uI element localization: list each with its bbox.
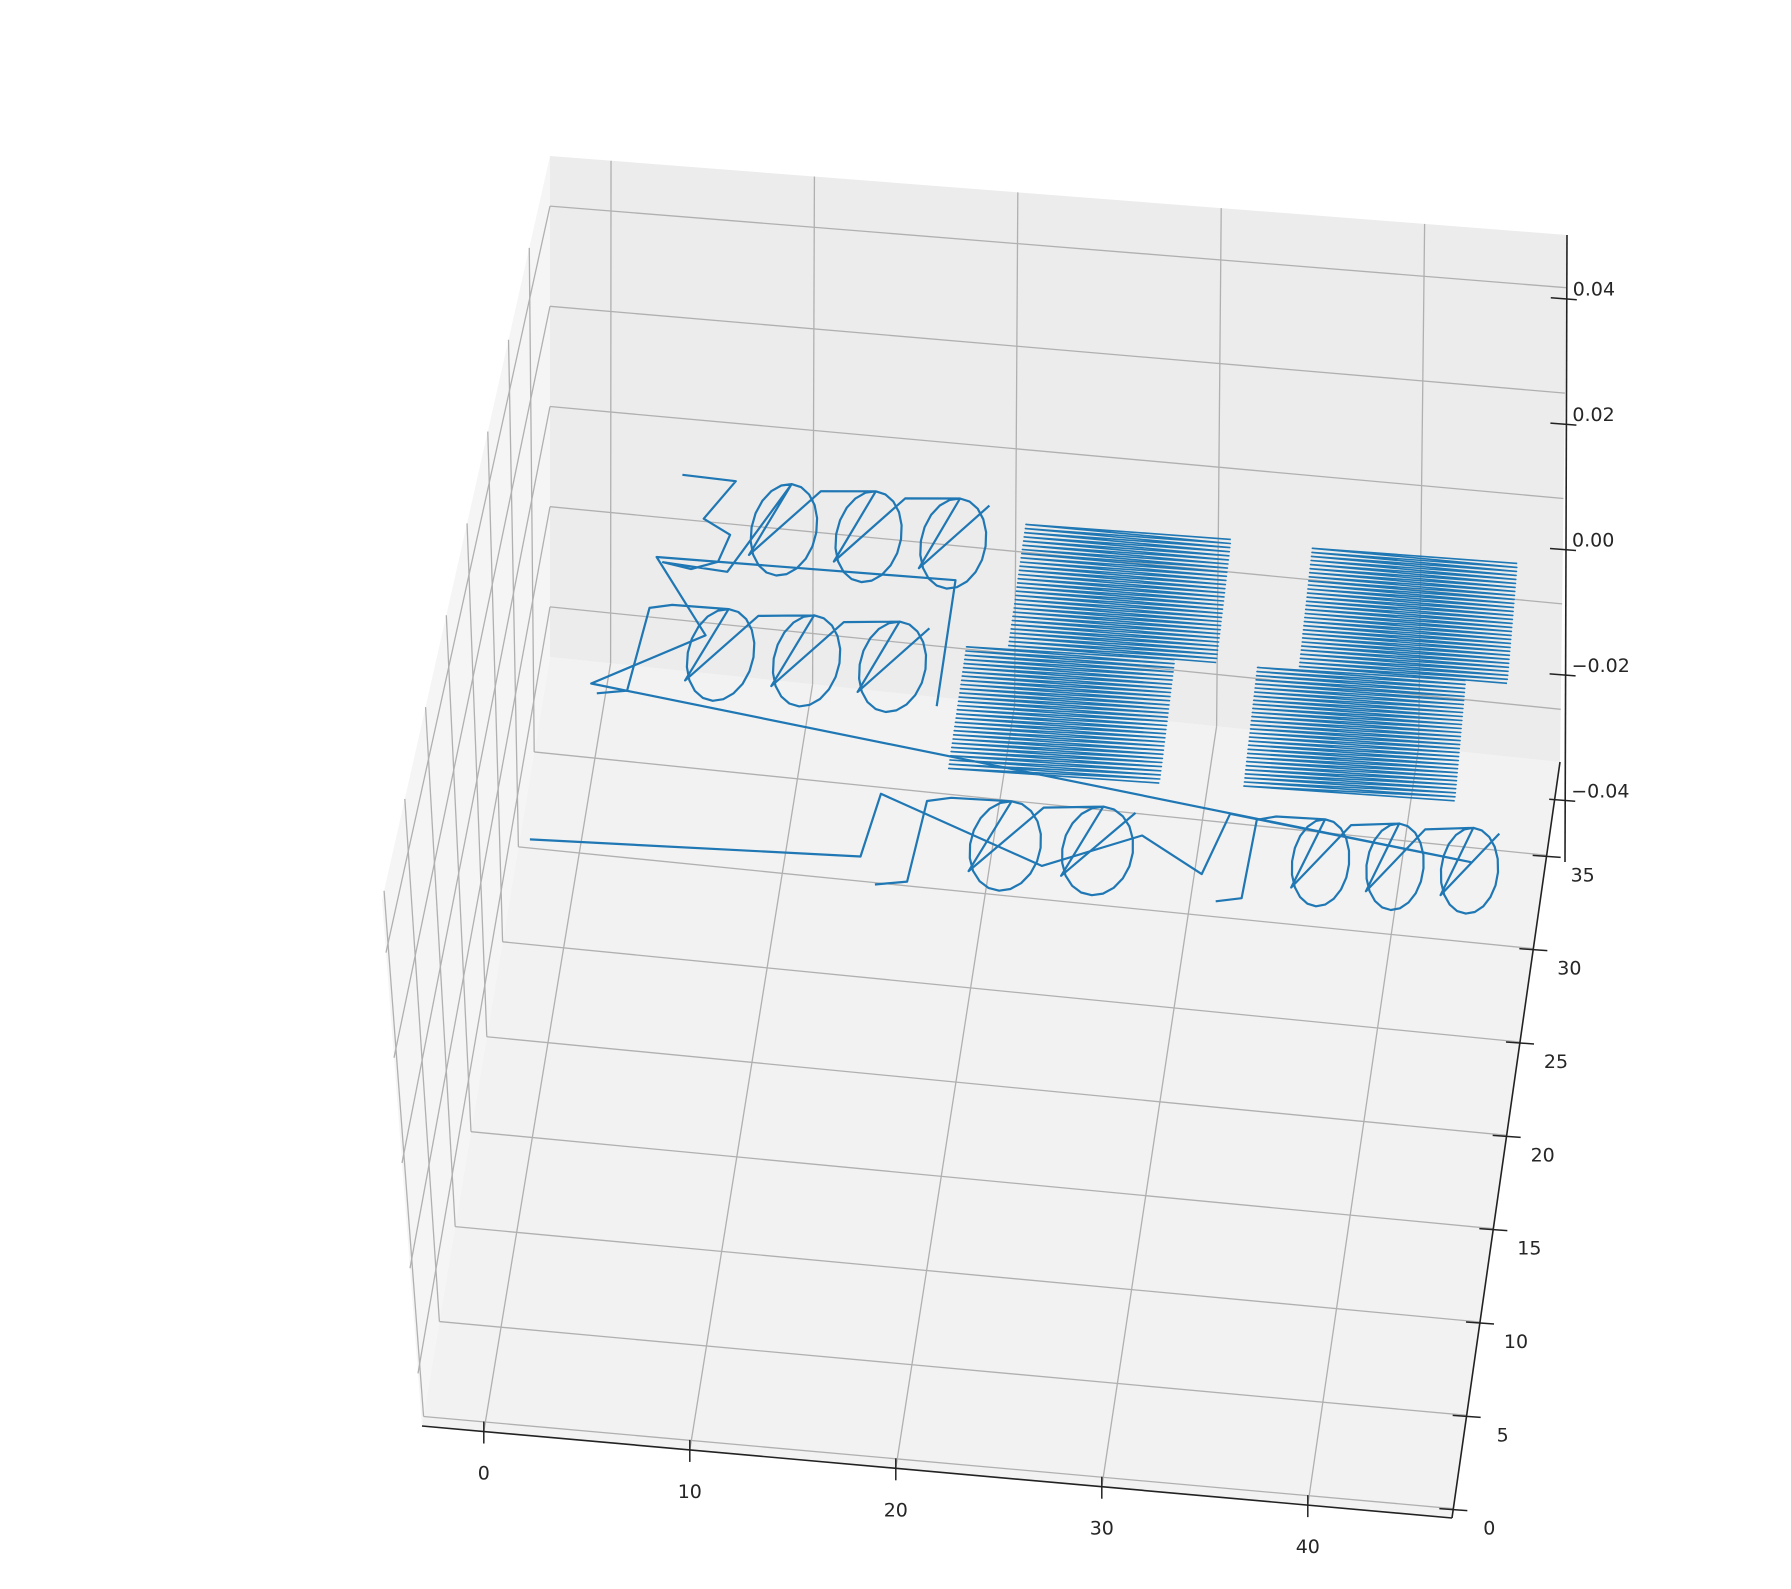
x-tick-label: 40 [1296, 1536, 1320, 1558]
x-tick-label: 10 [678, 1481, 702, 1503]
x-tick-label: 0 [478, 1463, 490, 1485]
y-tick-label: 30 [1557, 958, 1581, 980]
y-tick-label: 0 [1483, 1518, 1495, 1540]
floor-pane [422, 657, 1560, 1518]
z-tick-label: −0.02 [1572, 655, 1630, 677]
y-tick-label: 25 [1544, 1051, 1568, 1073]
y-tick-label: 35 [1571, 864, 1595, 886]
y-tick-label: 20 [1531, 1144, 1555, 1166]
z-tick-label: 0.00 [1572, 530, 1614, 552]
z-tick-label: −0.04 [1571, 780, 1629, 802]
z-tick-label: 0.02 [1572, 404, 1614, 426]
x-tick-label: 30 [1090, 1518, 1114, 1540]
y-tick-label: 10 [1504, 1331, 1528, 1353]
y-tick-label: 5 [1497, 1424, 1509, 1446]
x-tick-label: 20 [884, 1499, 908, 1521]
y-tick-label: 15 [1517, 1238, 1541, 1260]
z-tick-label: 0.04 [1573, 279, 1615, 301]
